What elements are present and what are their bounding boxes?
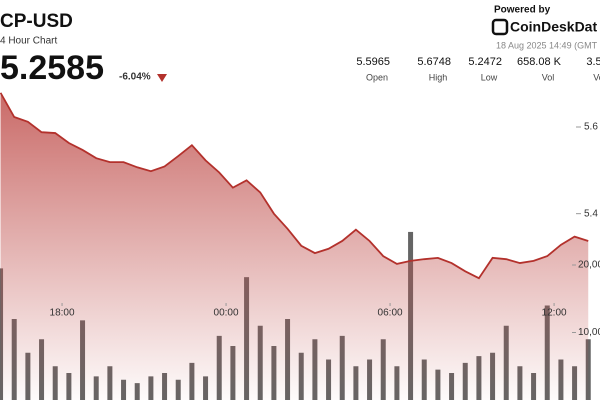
price-line xyxy=(0,92,589,280)
x-tick-label: 00:00 xyxy=(214,308,239,319)
stat-label: High xyxy=(429,72,448,82)
y2-tick-label: 20,000 xyxy=(578,260,600,271)
stat-value: 5.2472 xyxy=(468,56,502,68)
stat-value: 5.6748 xyxy=(417,56,451,68)
y-tick-label: 5.6 xyxy=(584,122,598,133)
stat-value: 5.5965 xyxy=(356,56,390,68)
interval: 4 Hour Chart xyxy=(0,36,57,47)
stat-label: Low xyxy=(481,72,498,82)
powered-by: Powered by xyxy=(494,5,551,16)
y-tick-label: 5.4 xyxy=(584,208,598,219)
date: 18 Aug 2025 14:49 (GMT xyxy=(496,40,598,50)
x-tick-label: 18:00 xyxy=(50,308,75,319)
brand: CoinDeskDat xyxy=(510,19,597,35)
stat-value: 3.55 M xyxy=(586,56,600,68)
stat-label: Vol US xyxy=(593,72,600,82)
y2-tick-label: 10,000 xyxy=(578,327,600,338)
down-arrow xyxy=(157,74,167,82)
x-tick-label: 06:00 xyxy=(378,308,403,319)
change: -6.04% xyxy=(119,72,151,83)
price-area xyxy=(0,92,589,400)
stat-label: Vol xyxy=(542,72,555,82)
symbol: CP-USD xyxy=(0,11,73,32)
stat-value: 658.08 K xyxy=(517,56,562,68)
x-tick-label: 12:00 xyxy=(542,308,567,319)
price: 5.2585 xyxy=(0,49,104,87)
logo xyxy=(491,18,509,36)
stat-label: Open xyxy=(366,72,388,82)
